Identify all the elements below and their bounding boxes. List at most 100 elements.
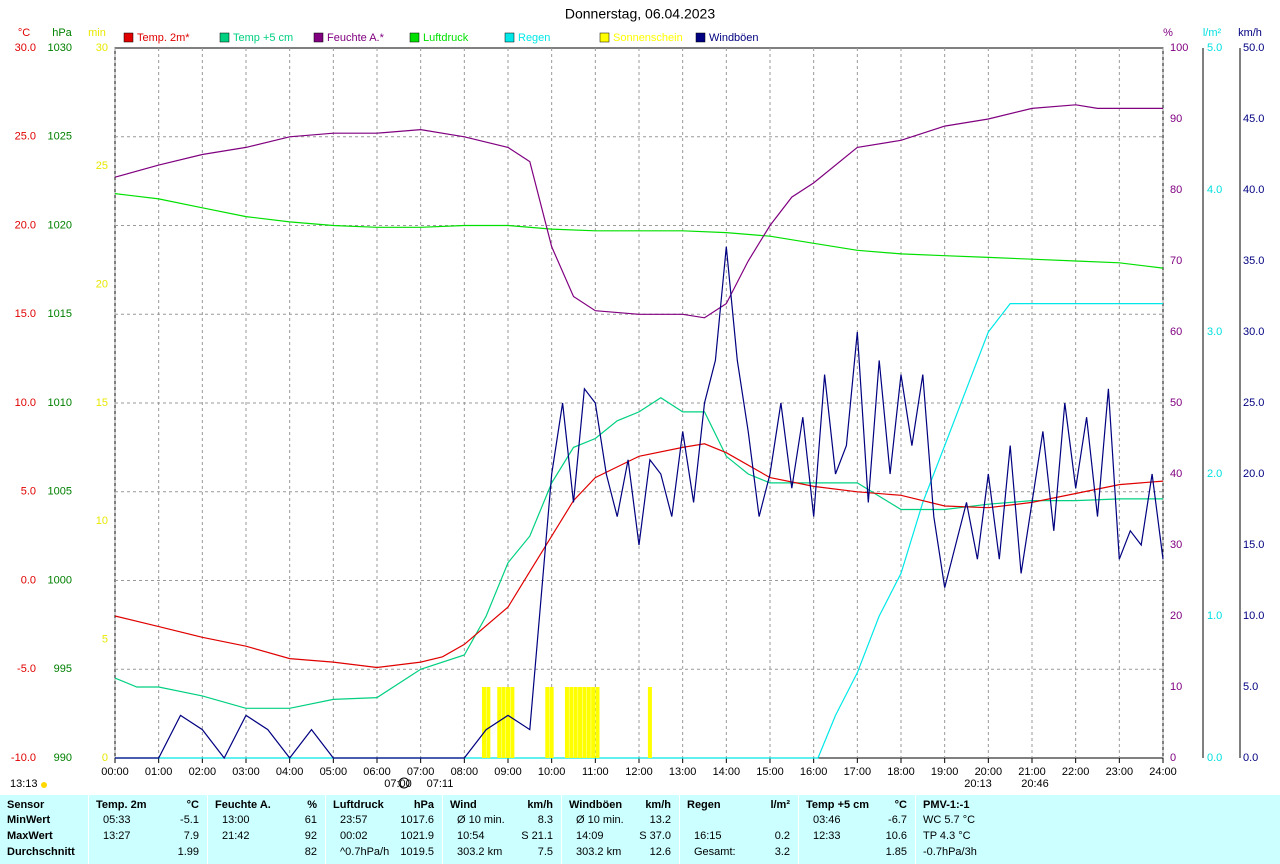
legend-swatch xyxy=(409,32,420,43)
sunshine-bar xyxy=(573,687,578,758)
sunshine-bar xyxy=(595,687,600,758)
x-tick-label: 08:00 xyxy=(451,766,479,778)
x-tick-label: 01:00 xyxy=(145,766,173,778)
table-section: Feuchte A.% 13:00 61 21:42 92 82 xyxy=(207,795,325,864)
y-tick-label: 25.0 xyxy=(1243,397,1264,409)
sunshine-bar xyxy=(578,687,583,758)
y-tick-label: 70 xyxy=(1170,255,1182,267)
sunshine-bar xyxy=(545,687,550,758)
legend-label: Luftdruck xyxy=(423,32,469,44)
table-section: PMV-1:-1 WC 5.7 °C TP 4.3 °C -0.7hPa/3h xyxy=(915,795,1280,864)
x-tick-label: 07:00 xyxy=(407,766,435,778)
table-value: 1019.5 xyxy=(400,846,434,858)
table-cell: 303.2 km xyxy=(457,846,503,858)
y-tick-label: -5.0 xyxy=(17,663,36,675)
x-tick-label: 12:00 xyxy=(625,766,653,778)
y-tick-label: 15.0 xyxy=(1243,539,1264,551)
x-tick-label: 02:00 xyxy=(189,766,217,778)
table-cell: WC 5.7 °C xyxy=(923,814,976,826)
sunrise-label: 07:00 xyxy=(384,778,412,790)
y-tick-label: 30.0 xyxy=(1243,326,1264,338)
sunshine-bar xyxy=(549,687,554,758)
y-tick-label: 35.0 xyxy=(1243,255,1264,267)
series-line xyxy=(114,396,1163,709)
table-value: 0.2 xyxy=(774,830,790,842)
axis-title: min xyxy=(88,27,106,39)
y-tick-label: 40 xyxy=(1170,468,1182,480)
table-cell: 23:57 xyxy=(340,814,368,826)
section-unit: °C xyxy=(894,799,907,811)
table-value: 61 xyxy=(304,814,317,826)
legend-swatch xyxy=(599,32,610,43)
section-unit: km/h xyxy=(527,799,553,811)
table-value: S 37.0 xyxy=(639,830,671,842)
table-cell: 00:02 xyxy=(340,830,368,842)
legend-label: Temp +5 cm xyxy=(233,32,293,44)
sunset-label: 20:13 xyxy=(964,778,992,790)
y-tick-label: 40.0 xyxy=(1243,184,1264,196)
table-value: 92 xyxy=(304,830,317,842)
legend-label: Sonnenschein xyxy=(613,32,683,44)
series-line xyxy=(114,104,1163,319)
table-value: -6.7 xyxy=(888,814,907,826)
y-tick-label: 20 xyxy=(96,279,108,291)
x-tick-label: 03:00 xyxy=(232,766,260,778)
table-section: Luftdruck hPa 23:57 1017.6 00:02 1021.9 ^0.7hP… xyxy=(325,795,442,864)
section-unit: km/h xyxy=(645,799,671,811)
table-section: Temp. 2m °C 05:33 -5.1 13:27 7.9 1.99 xyxy=(88,795,207,864)
y-tick-label: 5 xyxy=(102,634,108,646)
x-tick-label: 19:00 xyxy=(931,766,959,778)
table-value: 7.9 xyxy=(183,830,199,842)
y-tick-label: 1010 xyxy=(48,397,72,409)
x-tick-label: 17:00 xyxy=(844,766,872,778)
table-cell: -0.7hPa/3h xyxy=(923,846,977,858)
table-section: Windböen km/h Ø 10 min. 13.2 14:09 S 37.0 303.… xyxy=(561,795,679,864)
table-value: 1.85 xyxy=(885,846,907,858)
legend-swatch xyxy=(504,32,515,43)
sunset-label: 20:46 xyxy=(1021,778,1049,790)
table-value: 1021.9 xyxy=(400,830,434,842)
table-cell: 303.2 km xyxy=(576,846,622,858)
sunshine-bar xyxy=(497,687,502,758)
y-tick-label: 30 xyxy=(96,42,108,54)
table-cell: 13:00 xyxy=(222,814,250,826)
y-tick-label: 0.0 xyxy=(1243,752,1258,764)
legend-label: Windböen xyxy=(709,32,759,44)
section-header: Wind xyxy=(450,799,477,811)
table-cell: 21:42 xyxy=(222,830,250,842)
section-header: Temp +5 cm xyxy=(806,799,870,811)
section-header: Temp. 2m xyxy=(96,799,147,811)
section-header: Regen xyxy=(687,799,721,811)
table-value: 3.2 xyxy=(774,846,790,858)
sunshine-bar xyxy=(569,687,574,758)
table-value: 10.6 xyxy=(885,830,907,842)
table-cell: Gesamt: xyxy=(694,846,736,858)
table-section: Regen l/m² 16:15 0.2 Gesamt: 3.2 xyxy=(679,795,798,864)
chart-title: Donnerstag, 06.04.2023 xyxy=(565,6,715,22)
table-value: 8.3 xyxy=(537,814,553,826)
y-tick-label: -10.0 xyxy=(11,752,36,764)
y-tick-label: 50 xyxy=(1170,397,1182,409)
y-tick-label: 30.0 xyxy=(15,42,36,54)
series-line xyxy=(114,193,1164,269)
legend-label: Regen xyxy=(518,32,550,44)
series-line xyxy=(115,246,1164,760)
table-cell: MinWert xyxy=(7,814,51,826)
y-tick-label: 5.0 xyxy=(1207,42,1222,54)
axis-title: hPa xyxy=(52,27,72,39)
y-tick-label: 10 xyxy=(96,515,108,527)
x-tick-label: 06:00 xyxy=(363,766,391,778)
y-tick-label: 995 xyxy=(54,663,72,675)
legend-swatch xyxy=(219,32,230,43)
table-cell: MaxWert xyxy=(7,830,53,842)
table-cell: 13:27 xyxy=(103,830,131,842)
section-header: Sensor xyxy=(7,799,45,811)
table-cell: Durchschnitt xyxy=(7,846,75,858)
y-tick-label: 30 xyxy=(1170,539,1182,551)
y-tick-label: 10 xyxy=(1170,681,1182,693)
table-value: 12.6 xyxy=(649,846,671,858)
x-tick-label: 13:00 xyxy=(669,766,697,778)
table-cell: ^0.7hPa/h xyxy=(340,846,390,858)
table-cell: 14:09 xyxy=(576,830,604,842)
